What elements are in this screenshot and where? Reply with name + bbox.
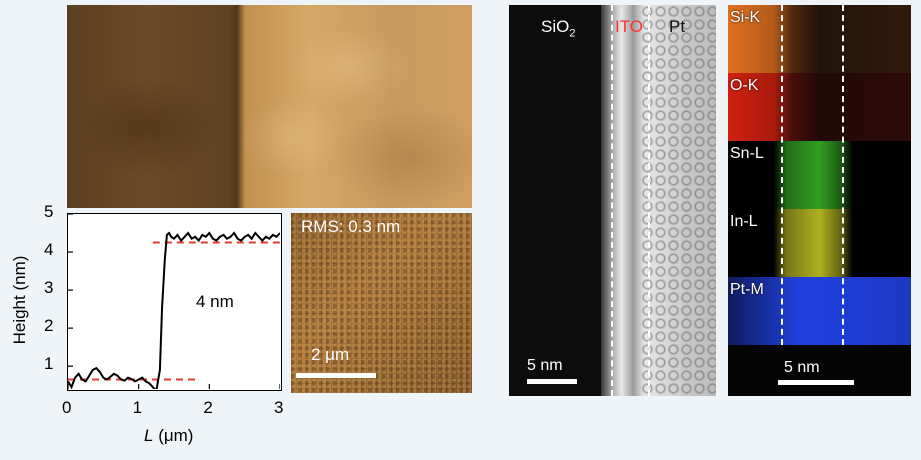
y-tick-label: 3 bbox=[44, 278, 54, 298]
step-height-label: 4 nm bbox=[196, 292, 234, 311]
sio2-text: SiO bbox=[541, 17, 570, 36]
eds-scale-bar bbox=[778, 380, 854, 385]
afm-scale-label: 2 μm bbox=[311, 345, 350, 364]
y-tick-label: 4 bbox=[44, 240, 54, 260]
eds-band-si-k: Si-K bbox=[728, 5, 911, 73]
y-tick-label: 1 bbox=[44, 354, 54, 374]
tem-scale-label: 5 nm bbox=[527, 357, 563, 374]
eds-map-panel: Si-K O-K Sn-L In-L Pt-M 5 nm bbox=[728, 5, 911, 396]
height-profile-svg bbox=[68, 214, 280, 389]
height-profile-line bbox=[68, 231, 280, 389]
tem-cross-section-image: SiO2 ITO Pt 5 nm bbox=[509, 5, 716, 396]
x-tick-label: 1 bbox=[132, 398, 143, 417]
eds-band-label: O-K bbox=[730, 77, 759, 94]
x-axis-label: L (μm) bbox=[144, 426, 193, 446]
height-profile-plot bbox=[67, 213, 282, 391]
tem-interface-line-2 bbox=[648, 5, 650, 396]
eds-band-label: Sn-L bbox=[730, 145, 764, 162]
tem-interface-line-1 bbox=[611, 5, 613, 396]
afm-roughness-image: RMS: 0.3 nm 2 μm bbox=[291, 213, 472, 393]
y-tick-label: 5 bbox=[44, 202, 54, 221]
x-tick-label: 3 bbox=[274, 398, 284, 417]
eds-interface-line-2 bbox=[842, 5, 844, 345]
y-axis-label: Height (nm) bbox=[10, 255, 29, 345]
y-tick-label: 2 bbox=[44, 316, 54, 336]
eds-band-pt-m: Pt-M bbox=[728, 277, 911, 345]
tem-scale-bar bbox=[527, 379, 577, 384]
eds-band-label: Pt-M bbox=[730, 281, 764, 298]
eds-band-label: In-L bbox=[730, 213, 758, 230]
eds-band-label: Si-K bbox=[730, 9, 761, 26]
tem-label-ito: ITO bbox=[615, 17, 644, 36]
sio2-subscript: 2 bbox=[569, 27, 576, 40]
tem-bright-region bbox=[601, 5, 716, 396]
afm-topography-image bbox=[67, 5, 472, 208]
x-tick-label: 2 bbox=[203, 398, 213, 417]
eds-band-o-k: O-K bbox=[728, 73, 911, 141]
eds-band-in-l: In-L bbox=[728, 209, 911, 277]
x-axis-variable: L bbox=[144, 426, 154, 445]
eds-scale-label: 5 nm bbox=[784, 359, 820, 376]
x-tick-label: 0 bbox=[62, 398, 72, 417]
eds-band-sn-l: Sn-L bbox=[728, 141, 911, 209]
afm-scale-bar bbox=[296, 373, 376, 378]
rms-label: RMS: 0.3 nm bbox=[301, 217, 401, 236]
eds-interface-line-1 bbox=[781, 5, 783, 345]
tem-label-sio2: SiO2 bbox=[541, 17, 575, 39]
tem-label-pt: Pt bbox=[669, 17, 686, 36]
x-axis-unit: (μm) bbox=[153, 426, 194, 445]
